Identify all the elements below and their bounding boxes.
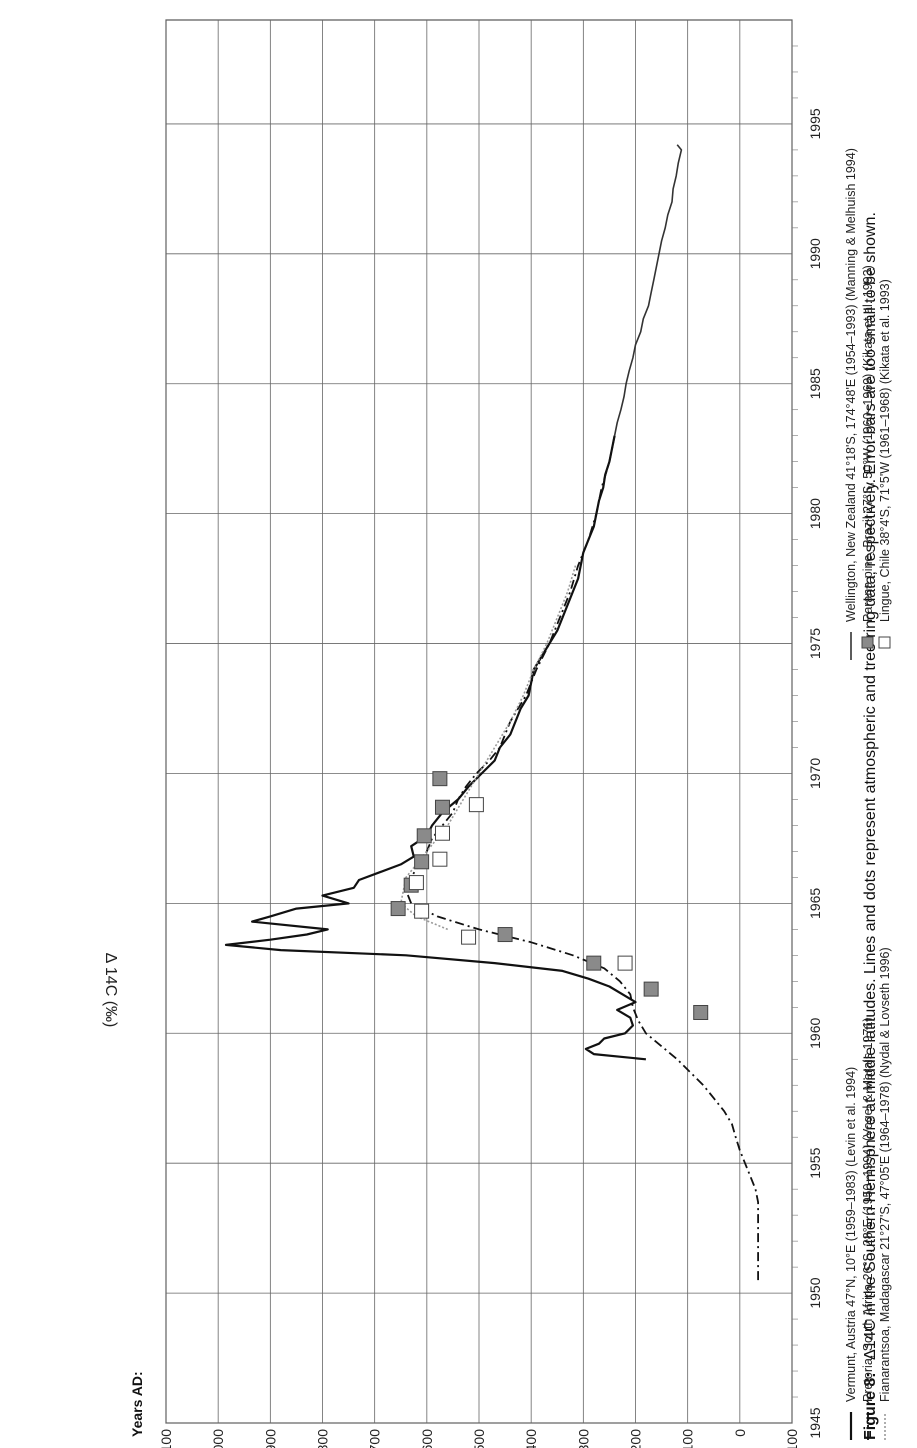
legend-item: Vermunt, Austria 47°N, 10°E (1959–1983) … [844,1067,858,1440]
figure-label: Figure 8: [862,1372,879,1440]
x-tick-label: 1970 [807,758,823,789]
legend-item: Wellington, New Zealand 41°18'S, 174°48'… [844,148,858,660]
data-marker [586,955,602,971]
legend-label: Parana pine, Brazil 27°S, 50°W (1960–196… [861,265,875,622]
data-marker [432,851,448,867]
y-tick-label: 100 [680,1429,696,1448]
y-tick-label: 200 [628,1429,644,1448]
tick-labels: -100 0 100 200 300 400 500 600 700 800 900 1000 1100… [158,108,823,1448]
data-marker [461,929,477,945]
legend-marker-swatch [861,636,874,649]
y-tick-label: 800 [315,1429,331,1448]
data-marker [617,955,633,971]
series-line [400,565,577,931]
data-marker [693,1004,709,1020]
legend-label: Vermunt, Austria 47°N, 10°E (1959–1983) … [844,1067,858,1402]
legend-marker-swatch [878,636,891,649]
y-tick-label: 1000 [210,1429,226,1448]
legend-label: Fianarantsoa, Madagascar 21°27'S, 47°05'… [878,947,892,1402]
y-axis-label: Δ 14C (‰) [102,953,119,1028]
x-tick-label: 1950 [807,1277,823,1308]
x-tick-label: 1985 [807,368,823,399]
y-tick-label: 900 [262,1429,278,1448]
figure-caption: Δ14C in the Southern Hemisphere at middl… [862,212,879,1360]
data-marker [414,854,430,870]
x-tick-label: 1960 [807,1017,823,1048]
x-tick-label: 1955 [807,1147,823,1178]
data-marker [434,799,450,815]
y-tick-label: -100 [784,1429,800,1448]
y-tick-label: 0 [732,1429,748,1437]
x-axis-label: Years AD: [129,1371,145,1437]
x-tick-label: 1965 [807,888,823,919]
x-tick-label: 1980 [807,498,823,529]
x-tick-label: 1990 [807,238,823,269]
data-marker [390,901,406,917]
series-layer [224,144,759,1281]
data-marker [408,875,424,891]
legend-item: Fianarantsoa, Madagascar 21°27'S, 47°05'… [878,947,892,1440]
legend-label: Lingue, Chile 38°4'S, 71°5'W (1961–1968)… [878,279,892,622]
markers-layer [390,771,709,1020]
data-marker [434,825,450,841]
x-tick-label: 1945 [807,1407,823,1438]
y-tick-label: 300 [575,1429,591,1448]
data-marker [432,771,448,787]
legend-label: Pretoria, South Africa 26°S, 28°E (1950–… [861,1017,875,1402]
legend: Vermunt, Austria 47°N, 10°E (1959–1983) … [844,148,892,1440]
y-tick-label: 600 [419,1429,435,1448]
y-tick-label: 700 [367,1429,383,1448]
legend-item: Pretoria, South Africa 26°S, 28°E (1950–… [861,1017,875,1440]
data-marker [414,903,430,919]
data-marker [497,927,513,943]
data-marker [468,797,484,813]
y-tick-label: 400 [523,1429,539,1448]
data-marker [416,828,432,844]
legend-item: Parana pine, Brazil 27°S, 50°W (1960–196… [861,265,875,649]
y-tick-label: 500 [471,1429,487,1448]
legend-item: Lingue, Chile 38°4'S, 71°5'W (1961–1968)… [878,279,892,649]
grid [165,19,798,1424]
y-tick-label: 1100 [158,1429,174,1448]
data-marker [643,981,659,997]
series-line [224,435,647,1061]
series-line [613,144,683,436]
figure-caption-line: Figure 8: Δ14C in the Southern Hemispher… [862,212,879,1440]
x-tick-label: 1995 [807,108,823,139]
x-tick-label: 1975 [807,628,823,659]
legend-label: Wellington, New Zealand 41°18'S, 174°48'… [844,148,858,622]
